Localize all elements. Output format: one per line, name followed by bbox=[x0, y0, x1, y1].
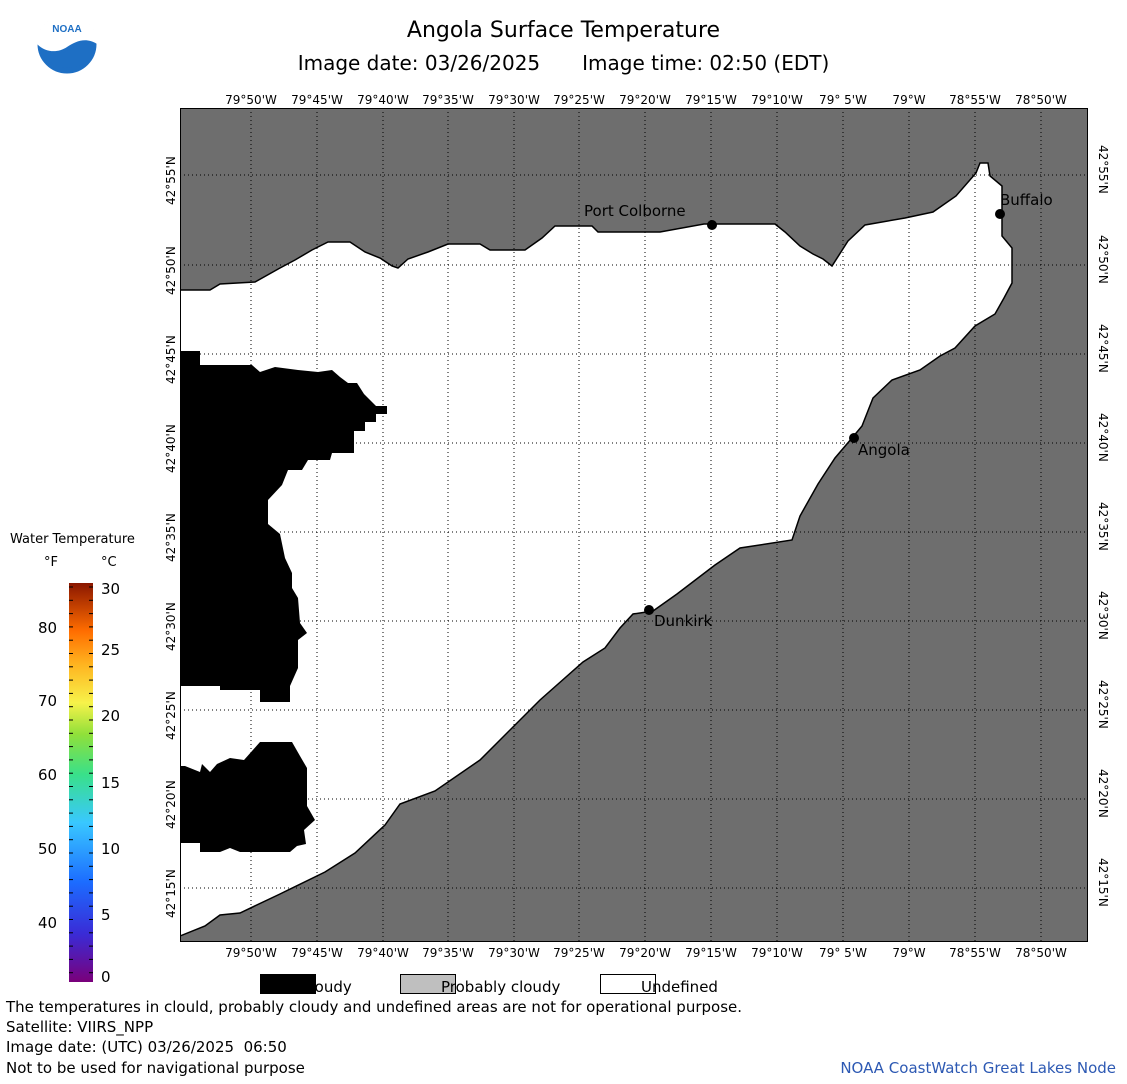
map-border bbox=[180, 108, 1088, 942]
image-time-label: Image time: 02:50 (EDT) bbox=[582, 51, 830, 75]
celsius-tick: 25 bbox=[101, 641, 121, 659]
lat-tick-label: 42°20'N bbox=[164, 780, 178, 829]
lon-tick-label: 79°35'W bbox=[422, 93, 474, 107]
lon-tick-label: 79°45'W bbox=[291, 93, 343, 107]
lon-tick-label: 79°35'W bbox=[422, 946, 474, 960]
lat-tick-label: 42°15'N bbox=[1096, 858, 1110, 907]
lat-tick-label: 42°55'N bbox=[1096, 145, 1110, 194]
lon-tick-label: 79°15'W bbox=[685, 93, 737, 107]
lat-tick-label: 42°35'N bbox=[164, 513, 178, 562]
lon-tick-label: 79°45'W bbox=[291, 946, 343, 960]
undefined-label: Undefined bbox=[641, 978, 718, 996]
lon-tick-label: 79°30'W bbox=[488, 946, 540, 960]
lat-tick-label: 42°50'N bbox=[164, 246, 178, 295]
lon-tick-label: 79°25'W bbox=[553, 93, 605, 107]
celsius-tick: 20 bbox=[101, 707, 121, 725]
city-markers: Port Colborne Buffalo Angola Dunkirk bbox=[584, 191, 1053, 630]
cloudy-label: Cloudy bbox=[300, 978, 352, 996]
image-date-label: Image date: 03/26/2025 bbox=[297, 51, 541, 75]
lon-tick-label: 79°50'W bbox=[225, 946, 277, 960]
celsius-tick: 5 bbox=[101, 906, 111, 924]
unit-celsius: °C bbox=[101, 555, 117, 570]
fahrenheit-tick: 70 bbox=[38, 692, 58, 710]
lat-tick-label: 42°20'N bbox=[1096, 769, 1110, 818]
city-dot-port-colborne bbox=[707, 220, 717, 230]
fahrenheit-tick: 80 bbox=[38, 619, 58, 637]
map-subtitle: Image date: 03/26/2025 Image time: 02:50 … bbox=[0, 51, 1127, 75]
lat-tick-label: 42°15'N bbox=[164, 869, 178, 918]
fahrenheit-tick: 50 bbox=[38, 840, 58, 858]
map-title: Angola Surface Temperature bbox=[406, 18, 721, 43]
cloud-mask-south bbox=[180, 742, 315, 852]
lat-tick-label: 42°25'N bbox=[1096, 680, 1110, 729]
lon-tick-label: 79°10'W bbox=[751, 93, 803, 107]
lon-tick-label: 79°40'W bbox=[357, 946, 409, 960]
lon-tick-label: 78°50'W bbox=[1015, 93, 1067, 107]
noaa-logo-text: NOAA bbox=[52, 24, 81, 35]
lat-tick-label: 42°50'N bbox=[1096, 235, 1110, 284]
lon-tick-label: 79°W bbox=[892, 946, 926, 960]
lon-tick-label: 79°40'W bbox=[357, 93, 409, 107]
lon-tick-label: 79°50'W bbox=[225, 93, 277, 107]
city-dot-buffalo bbox=[995, 209, 1005, 219]
map-panel: Port Colborne Buffalo Angola Dunkirk bbox=[180, 108, 1088, 942]
nav-warning-text: Not to be used for navigational purpose bbox=[6, 1059, 305, 1077]
city-label-angola: Angola bbox=[858, 441, 910, 459]
lat-tick-label: 42°40'N bbox=[1096, 413, 1110, 462]
lon-tick-label: 79°W bbox=[892, 93, 926, 107]
lon-tick-label: 78°55'W bbox=[949, 946, 1001, 960]
lon-tick-label: 79°15'W bbox=[685, 946, 737, 960]
city-label-port-colborne: Port Colborne bbox=[584, 202, 686, 220]
fahrenheit-tick: 40 bbox=[38, 914, 58, 932]
city-dot-dunkirk bbox=[644, 605, 654, 615]
lat-tick-label: 42°40'N bbox=[164, 424, 178, 473]
legend-title: Water Temperature bbox=[10, 532, 135, 547]
cloudy-swatch bbox=[260, 974, 316, 994]
temperature-color-scale bbox=[69, 583, 93, 982]
undefined-swatch bbox=[600, 974, 656, 994]
lon-tick-label: 79°20'W bbox=[619, 946, 671, 960]
probably-cloudy-swatch bbox=[400, 974, 456, 994]
lon-tick-label: 79°20'W bbox=[619, 93, 671, 107]
lat-tick-label: 42°45'N bbox=[1096, 324, 1110, 373]
city-label-dunkirk: Dunkirk bbox=[654, 612, 713, 630]
celsius-tick: 30 bbox=[101, 580, 121, 598]
lon-tick-label: 79°25'W bbox=[553, 946, 605, 960]
lon-tick-label: 79°30'W bbox=[488, 93, 540, 107]
probably-cloudy-label: Probably cloudy bbox=[441, 978, 561, 996]
lat-tick-label: 42°30'N bbox=[1096, 591, 1110, 640]
lat-lon-grid bbox=[180, 108, 1088, 942]
lon-tick-label: 79°10'W bbox=[751, 946, 803, 960]
lon-tick-label: 78°55'W bbox=[949, 93, 1001, 107]
coastwatch-node-credit: NOAA CoastWatch Great Lakes Node bbox=[840, 1059, 1116, 1077]
fahrenheit-tick: 60 bbox=[38, 766, 58, 784]
city-label-buffalo: Buffalo bbox=[1000, 191, 1053, 209]
lat-tick-label: 42°55'N bbox=[164, 156, 178, 205]
celsius-tick: 0 bbox=[101, 968, 111, 986]
cloud-mask-north bbox=[180, 351, 387, 702]
unit-fahrenheit: °F bbox=[44, 555, 58, 570]
lat-tick-label: 42°25'N bbox=[164, 691, 178, 740]
celsius-tick: 15 bbox=[101, 774, 121, 792]
lat-tick-label: 42°30'N bbox=[164, 602, 178, 651]
city-dot-angola bbox=[849, 433, 859, 443]
lon-tick-label: 79° 5'W bbox=[819, 93, 867, 107]
lake-erie-water bbox=[180, 162, 1013, 937]
celsius-tick: 10 bbox=[101, 840, 121, 858]
lat-tick-label: 42°35'N bbox=[1096, 502, 1110, 551]
disclaimer-text: The temperatures in clould, probably clo… bbox=[6, 998, 743, 1016]
satellite-text: Satellite: VIIRS_NPP bbox=[6, 1018, 154, 1036]
lat-tick-label: 42°45'N bbox=[164, 335, 178, 384]
lon-tick-label: 78°50'W bbox=[1015, 946, 1067, 960]
lon-tick-label: 79° 5'W bbox=[819, 946, 867, 960]
noaa-logo: NOAA bbox=[36, 13, 98, 75]
utc-date-text: Image date: (UTC) 03/26/2025 06:50 bbox=[6, 1038, 287, 1056]
